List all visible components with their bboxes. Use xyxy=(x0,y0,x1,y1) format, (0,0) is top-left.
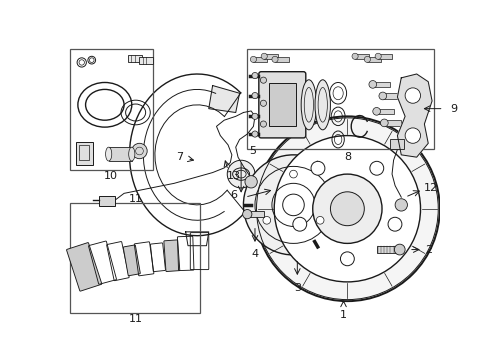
Text: 12: 12 xyxy=(423,183,438,193)
Circle shape xyxy=(132,143,147,159)
FancyBboxPatch shape xyxy=(259,72,306,138)
Circle shape xyxy=(252,72,258,78)
Circle shape xyxy=(243,210,252,219)
Circle shape xyxy=(375,53,381,59)
Circle shape xyxy=(330,192,365,226)
Circle shape xyxy=(290,170,297,178)
Circle shape xyxy=(250,56,257,62)
Bar xyxy=(275,57,289,62)
Bar xyxy=(383,93,400,99)
Circle shape xyxy=(381,119,388,127)
Circle shape xyxy=(373,108,381,115)
Circle shape xyxy=(245,176,257,188)
Circle shape xyxy=(388,217,402,231)
Text: 8: 8 xyxy=(344,152,351,162)
Circle shape xyxy=(263,216,270,224)
Ellipse shape xyxy=(106,147,112,161)
Polygon shape xyxy=(397,74,432,157)
Bar xyxy=(264,54,278,59)
Circle shape xyxy=(313,174,382,243)
Bar xyxy=(377,247,398,253)
Circle shape xyxy=(260,100,267,106)
Circle shape xyxy=(370,161,384,175)
Circle shape xyxy=(261,53,268,59)
Text: 11: 11 xyxy=(128,314,143,324)
Circle shape xyxy=(252,131,258,137)
Text: 5: 5 xyxy=(249,146,256,156)
Bar xyxy=(253,57,268,62)
Text: 3: 3 xyxy=(294,283,301,293)
Text: 11: 11 xyxy=(128,194,143,204)
Circle shape xyxy=(260,77,267,83)
Text: 9: 9 xyxy=(450,104,457,114)
Circle shape xyxy=(365,56,370,62)
Circle shape xyxy=(394,244,405,255)
Text: 6: 6 xyxy=(231,190,238,200)
Polygon shape xyxy=(129,74,245,236)
Bar xyxy=(390,139,404,149)
Circle shape xyxy=(260,121,267,127)
Text: 10: 10 xyxy=(104,171,118,181)
Bar xyxy=(373,82,390,87)
Bar xyxy=(355,54,369,59)
Bar xyxy=(368,57,381,62)
Circle shape xyxy=(244,155,343,255)
Text: 1: 1 xyxy=(340,310,347,320)
Circle shape xyxy=(293,217,307,231)
Bar xyxy=(70,203,199,313)
Bar xyxy=(109,147,132,161)
Ellipse shape xyxy=(301,80,317,130)
Bar xyxy=(76,142,93,165)
Circle shape xyxy=(227,160,255,188)
Ellipse shape xyxy=(129,147,135,161)
Polygon shape xyxy=(209,86,240,112)
Circle shape xyxy=(379,92,387,100)
Circle shape xyxy=(352,53,358,59)
Circle shape xyxy=(395,199,408,211)
Bar xyxy=(247,211,264,217)
Text: 4: 4 xyxy=(251,249,259,259)
Polygon shape xyxy=(186,232,209,246)
Bar xyxy=(70,49,153,170)
Text: 2: 2 xyxy=(425,244,433,255)
Text: 7: 7 xyxy=(176,152,183,162)
Text: 13: 13 xyxy=(226,171,241,181)
Circle shape xyxy=(405,128,420,143)
Bar xyxy=(79,145,89,160)
Ellipse shape xyxy=(315,80,330,130)
Circle shape xyxy=(255,116,440,301)
Bar xyxy=(128,55,142,62)
FancyBboxPatch shape xyxy=(67,243,102,291)
Bar xyxy=(377,109,393,114)
Circle shape xyxy=(274,136,420,282)
Circle shape xyxy=(311,161,325,175)
Bar xyxy=(384,120,401,126)
Circle shape xyxy=(341,252,354,266)
FancyBboxPatch shape xyxy=(164,240,180,271)
Circle shape xyxy=(252,113,258,120)
Bar xyxy=(247,49,435,149)
Circle shape xyxy=(369,81,377,88)
Bar xyxy=(140,57,153,64)
Circle shape xyxy=(317,216,324,224)
FancyBboxPatch shape xyxy=(123,245,140,276)
Circle shape xyxy=(405,88,420,103)
Bar xyxy=(269,83,296,126)
Circle shape xyxy=(252,93,258,99)
Bar xyxy=(378,54,392,59)
Circle shape xyxy=(272,56,278,62)
Bar xyxy=(99,195,115,206)
